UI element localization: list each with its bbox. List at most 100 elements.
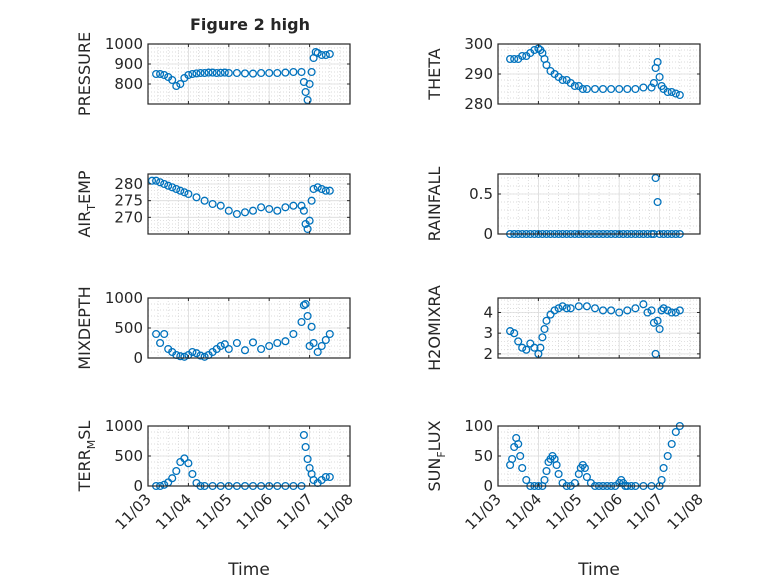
data-point: [558, 302, 567, 311]
data-point: [160, 70, 169, 80]
data-point: [303, 224, 312, 234]
y-tick-label: 500: [114, 447, 143, 465]
axes-box: [147, 173, 351, 235]
data-point: [542, 316, 551, 325]
data-point: [615, 84, 624, 94]
data-point: [514, 337, 523, 346]
y-tick-label: 800: [114, 75, 143, 93]
y-tick-label: 270: [114, 208, 143, 226]
data-point: [325, 186, 334, 195]
data-point: [321, 186, 330, 195]
y-tick-label: 900: [114, 55, 143, 73]
data-point: [598, 84, 608, 94]
data-point: [578, 84, 587, 94]
data-point: [168, 183, 177, 192]
y-tick-label: 100: [464, 417, 493, 435]
data-point: [301, 299, 310, 309]
data-point: [156, 69, 165, 79]
axes-box: [147, 43, 351, 105]
y-axis-label: THETA: [425, 48, 444, 100]
data-point: [643, 308, 652, 317]
data-point: [657, 306, 666, 315]
y-axis-label-part: THETA: [425, 48, 444, 100]
data-point: [540, 324, 549, 334]
data-point: [530, 45, 539, 55]
y-axis-label-part: F: [435, 451, 448, 457]
data-point: [321, 50, 330, 60]
data-point: [518, 51, 527, 61]
data-point: [200, 68, 209, 78]
data-point: [647, 83, 656, 92]
data-point: [554, 469, 563, 479]
data-point: [671, 427, 680, 437]
data-point: [160, 179, 169, 189]
data-point: [655, 324, 664, 334]
data-point: [265, 68, 274, 78]
data-point: [248, 206, 258, 215]
data-point: [208, 199, 217, 209]
subplot-h2omixra: 2 3 4 H2OMIXRA: [425, 285, 701, 371]
y-tick-label: 1000: [105, 35, 143, 53]
y-axis-label: MIXDEPTH: [75, 286, 94, 369]
data-point: [172, 81, 181, 91]
y-tick-label: 290: [464, 65, 493, 83]
data-point: [667, 308, 676, 317]
data-point: [675, 306, 684, 315]
data-point: [160, 329, 169, 339]
data-point: [273, 68, 282, 78]
data-point: [516, 451, 525, 461]
data-point: [160, 480, 169, 489]
data-point: [224, 344, 233, 354]
data-point: [224, 206, 233, 215]
data-point: [317, 184, 326, 194]
data-point: [240, 69, 250, 78]
data-point: [265, 204, 274, 214]
y-axis-label-part: RAINFALL: [425, 167, 444, 242]
data-point: [590, 304, 600, 313]
y-tick-label: 2: [483, 345, 493, 363]
data-points: [506, 300, 684, 358]
data-point: [188, 347, 197, 357]
data-point: [156, 178, 165, 187]
data-point: [289, 67, 298, 77]
data-point: [675, 90, 684, 100]
y-tick-label: 3: [483, 324, 493, 342]
data-point: [623, 306, 632, 315]
data-point: [631, 84, 640, 94]
data-point: [506, 327, 515, 336]
data-point: [325, 472, 334, 482]
data-point: [546, 310, 555, 319]
data-point: [192, 193, 201, 202]
data-point: [265, 341, 274, 351]
data-point: [257, 68, 266, 78]
y-tick-label: 50: [474, 447, 493, 465]
data-point: [180, 454, 189, 463]
y-axis-label-part: MIXDEPTH: [75, 286, 94, 369]
data-point: [257, 203, 266, 212]
data-point: [248, 338, 258, 347]
data-point: [303, 454, 312, 464]
y-axis-label: PRESSURE: [75, 32, 94, 116]
data-point: [321, 472, 330, 482]
data-point: [301, 87, 310, 97]
data-point: [281, 68, 290, 77]
data-point: [309, 184, 318, 194]
y-tick-label: 1000: [105, 417, 143, 435]
data-point: [305, 79, 314, 89]
y-tick-label: 275: [114, 192, 143, 210]
data-point: [639, 83, 648, 92]
data-point: [590, 84, 600, 94]
data-point: [317, 50, 326, 60]
y-axis-label-part: EMP: [75, 170, 94, 204]
data-point: [580, 463, 589, 473]
data-point: [550, 306, 559, 315]
data-point: [562, 304, 571, 313]
data-point: [623, 84, 632, 94]
data-point: [200, 352, 209, 361]
data-point: [307, 196, 316, 205]
axes-box: [497, 297, 701, 359]
data-point: [220, 68, 229, 77]
y-axis-label-part: LUX: [425, 420, 444, 451]
data-point: [273, 338, 282, 348]
data-point: [204, 68, 213, 77]
